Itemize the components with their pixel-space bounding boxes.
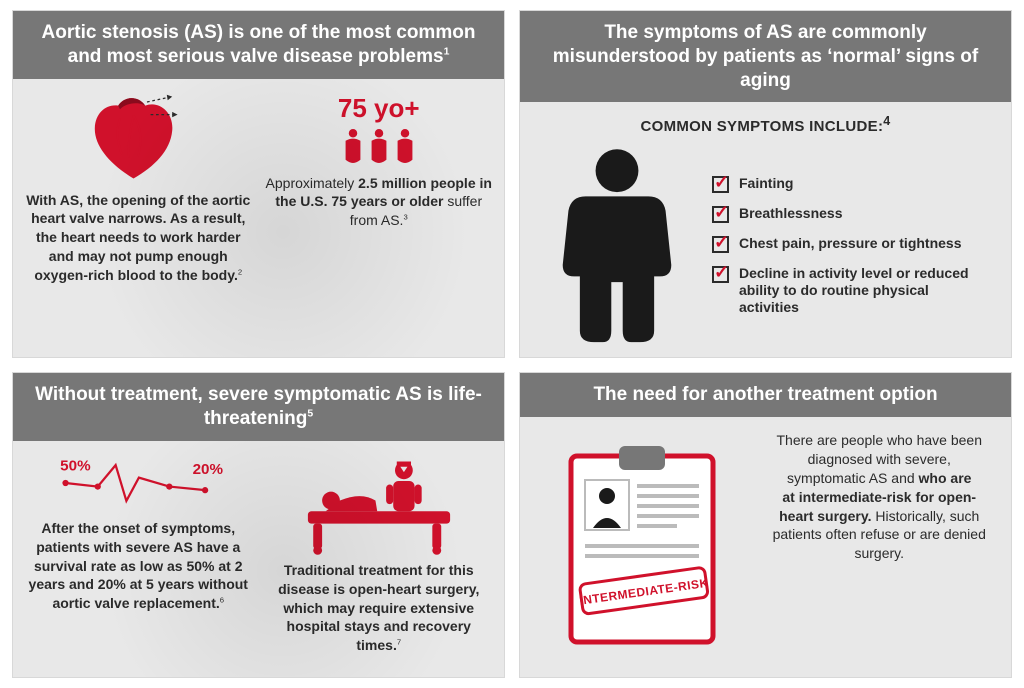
survival-chart-icon: 50% 20% [53, 455, 223, 511]
panel-header: The need for another treatment option [520, 373, 1011, 417]
survival-text-content: After the onset of symptoms, patients wi… [29, 520, 248, 612]
heart-text: With AS, the opening of the aortic heart… [26, 192, 250, 284]
surgery-icon [299, 455, 459, 555]
pct-high-label: 50% [60, 457, 91, 474]
checkbox-icon [712, 176, 729, 193]
person-silhouette-icon [542, 145, 692, 345]
symptoms-caption-sup: 4 [883, 114, 890, 128]
survival-column: 50% 20% After the onset of symptoms, pat… [23, 455, 254, 663]
people-caption: Approximately 2.5 million people in the … [264, 174, 495, 231]
heart-sup: 2 [238, 267, 242, 276]
surgery-column: Traditional treatment for this disease i… [264, 455, 495, 663]
surgery-text-content: Traditional treatment for this disease i… [278, 562, 479, 654]
panel-body: COMMON SYMPTOMS INCLUDE:4 Fainting Breat… [520, 102, 1011, 357]
checkbox-icon [712, 266, 729, 283]
person-icon [394, 128, 416, 164]
panel-title-text: The symptoms of AS are commonly misunder… [553, 22, 978, 91]
symptom-label: Chest pain, pressure or tightness [739, 235, 962, 252]
panel-symptoms: The symptoms of AS are commonly misunder… [519, 10, 1012, 358]
clipboard-column: INTERMEDIATE-RISK [530, 431, 754, 663]
symptom-label: Breathlessness [739, 205, 843, 222]
panel-body: INTERMEDIATE-RISK There are people who h… [520, 417, 1011, 677]
panel-need-treatment: The need for another treatment option IN… [519, 372, 1012, 678]
panel-body: 50% 20% After the onset of symptoms, pat… [13, 441, 504, 677]
panel-title-sup: 1 [444, 46, 450, 57]
panel-aortic-stenosis: Aortic stenosis (AS) is one of the most … [12, 10, 505, 358]
pct-low-label: 20% [193, 461, 223, 478]
panel-title-sup: 5 [307, 409, 313, 420]
panel-body: With AS, the opening of the aortic heart… [13, 79, 504, 358]
heart-caption: With AS, the opening of the aortic heart… [23, 191, 254, 285]
symptom-item: Fainting [712, 175, 989, 193]
panel-title-text: The need for another treatment option [593, 384, 937, 405]
symptom-item: Breathlessness [712, 205, 989, 223]
need-text: There are people who have been diagnosed… [768, 431, 992, 563]
symptoms-caption: COMMON SYMPTOMS INCLUDE:4 [542, 114, 989, 135]
symptom-item: Decline in activity level or reduced abi… [712, 265, 989, 315]
clipboard-icon: INTERMEDIATE-RISK [557, 442, 727, 652]
person-icon [342, 128, 364, 164]
survival-sup: 6 [220, 596, 224, 605]
survival-text: After the onset of symptoms, patients wi… [23, 519, 254, 613]
age-label: 75 yo+ [338, 93, 420, 124]
person-icon [368, 128, 390, 164]
panel-header: Without treatment, severe symptomatic AS… [13, 373, 504, 441]
panel-header: Aortic stenosis (AS) is one of the most … [13, 11, 504, 79]
panel-without-treatment: Without treatment, severe symptomatic AS… [12, 372, 505, 678]
checkbox-icon [712, 236, 729, 253]
symptom-label: Decline in activity level or reduced abi… [739, 265, 989, 315]
symptom-label: Fainting [739, 175, 793, 192]
panel-title-text: Aortic stenosis (AS) is one of the most … [42, 22, 476, 67]
symptoms-caption-text: COMMON SYMPTOMS INCLUDE: [640, 118, 883, 135]
checkbox-icon [712, 206, 729, 223]
people-column: 75 yo+ Approximately 2.5 million people … [264, 93, 495, 344]
people-pre: Approximately [266, 175, 359, 191]
symptom-item: Chest pain, pressure or tightness [712, 235, 989, 253]
people-sup: 3 [403, 213, 407, 222]
surgery-text: Traditional treatment for this disease i… [264, 561, 495, 655]
need-text-column: There are people who have been diagnosed… [764, 431, 1002, 663]
panel-header: The symptoms of AS are commonly misunder… [520, 11, 1011, 102]
heart-icon [83, 93, 193, 183]
panel-title-text: Without treatment, severe symptomatic AS… [35, 384, 482, 429]
symptom-list: Fainting Breathlessness Chest pain, pres… [712, 175, 989, 315]
surgery-sup: 7 [397, 638, 401, 647]
people-icon-row [342, 128, 416, 164]
heart-column: With AS, the opening of the aortic heart… [23, 93, 254, 344]
